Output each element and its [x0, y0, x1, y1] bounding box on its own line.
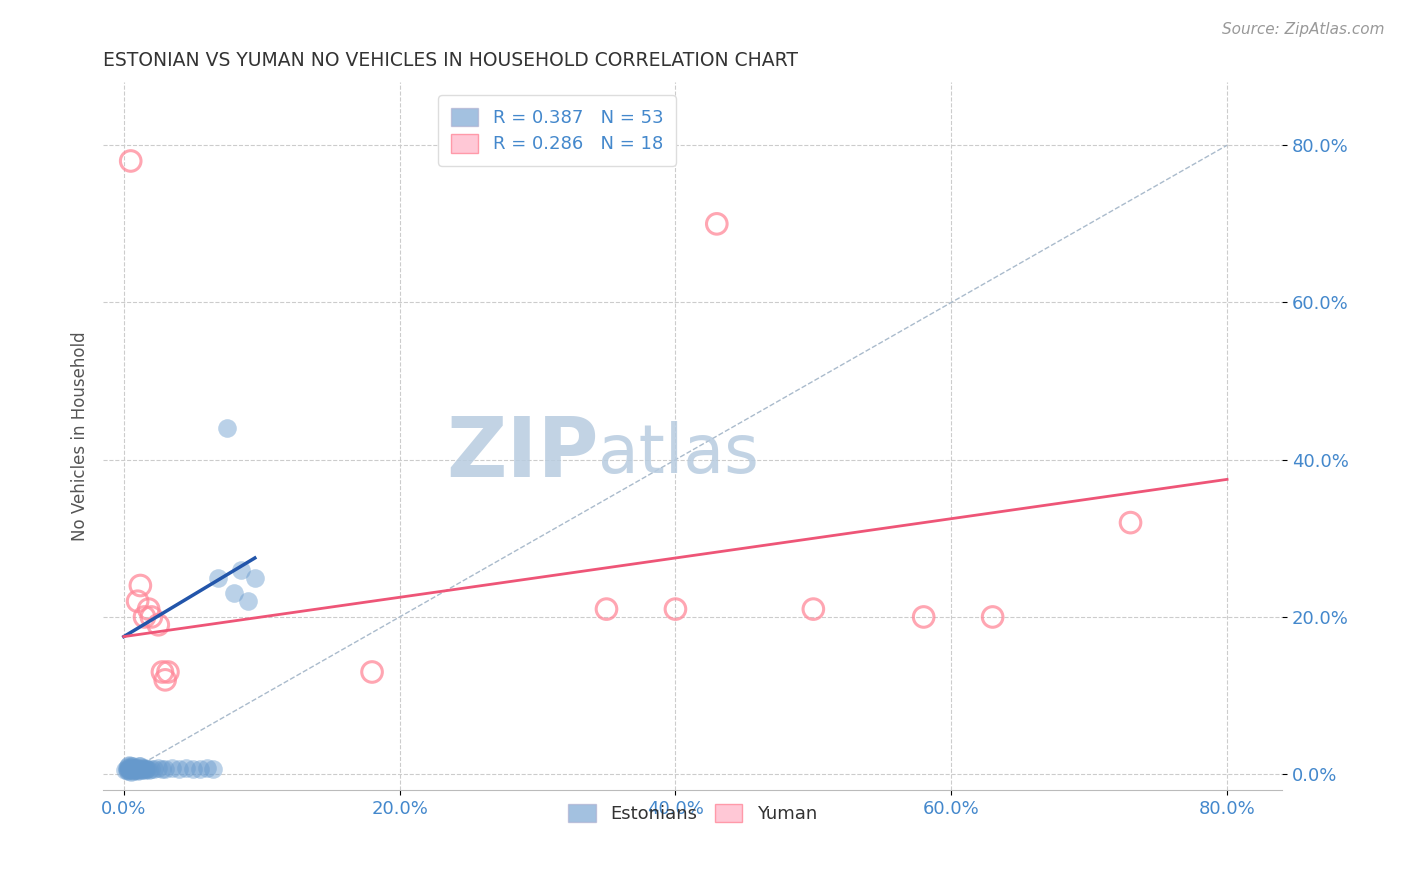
- Point: [117, 759, 139, 773]
- Point: [243, 571, 266, 585]
- Point: [134, 764, 156, 778]
- Text: ESTONIAN VS YUMAN NO VEHICLES IN HOUSEHOLD CORRELATION CHART: ESTONIAN VS YUMAN NO VEHICLES IN HOUSEHO…: [103, 51, 799, 70]
- Point: [152, 665, 174, 679]
- Point: [912, 610, 935, 624]
- Point: [115, 761, 138, 775]
- Point: [115, 764, 138, 778]
- Point: [114, 764, 136, 778]
- Point: [706, 217, 728, 231]
- Point: [129, 578, 152, 592]
- Point: [224, 586, 246, 600]
- Point: [122, 764, 145, 778]
- Point: [134, 610, 156, 624]
- Point: [138, 602, 160, 616]
- Point: [195, 761, 218, 775]
- Point: [131, 764, 153, 778]
- Point: [117, 764, 139, 778]
- Point: [118, 764, 141, 778]
- Point: [135, 763, 157, 777]
- Point: [801, 602, 824, 616]
- Point: [174, 761, 197, 775]
- Point: [129, 763, 152, 777]
- Point: [120, 764, 142, 779]
- Point: [121, 764, 143, 778]
- Point: [122, 762, 145, 776]
- Point: [127, 761, 149, 775]
- Point: [981, 610, 1004, 624]
- Point: [134, 761, 156, 775]
- Point: [160, 761, 183, 775]
- Point: [153, 762, 176, 776]
- Point: [207, 571, 229, 585]
- Point: [124, 764, 146, 778]
- Point: [148, 761, 170, 775]
- Point: [120, 759, 142, 773]
- Point: [181, 762, 204, 776]
- Point: [148, 617, 170, 632]
- Point: [125, 762, 148, 776]
- Point: [136, 762, 159, 776]
- Point: [127, 764, 149, 778]
- Point: [128, 759, 150, 773]
- Point: [122, 759, 145, 773]
- Point: [117, 763, 139, 777]
- Point: [153, 673, 176, 687]
- Point: [143, 763, 166, 777]
- Point: [118, 757, 141, 772]
- Text: atlas: atlas: [599, 421, 759, 487]
- Point: [152, 763, 174, 777]
- Point: [125, 764, 148, 778]
- Point: [217, 421, 239, 435]
- Point: [124, 761, 146, 775]
- Legend: Estonians, Yuman: Estonians, Yuman: [558, 793, 828, 834]
- Point: [664, 602, 686, 616]
- Text: Source: ZipAtlas.com: Source: ZipAtlas.com: [1222, 22, 1385, 37]
- Y-axis label: No Vehicles in Household: No Vehicles in Household: [72, 331, 89, 541]
- Point: [188, 763, 211, 777]
- Point: [595, 602, 617, 616]
- Point: [361, 665, 384, 679]
- Point: [131, 761, 153, 775]
- Point: [121, 761, 143, 775]
- Point: [1119, 516, 1142, 530]
- Point: [120, 153, 142, 168]
- Point: [138, 764, 160, 778]
- Point: [118, 761, 141, 775]
- Point: [167, 762, 190, 776]
- Point: [127, 594, 149, 608]
- Point: [120, 763, 142, 777]
- Text: ZIP: ZIP: [446, 413, 599, 494]
- Point: [229, 563, 252, 577]
- Point: [141, 610, 163, 624]
- Point: [129, 759, 152, 773]
- Point: [141, 762, 163, 776]
- Point: [128, 764, 150, 778]
- Point: [156, 665, 179, 679]
- Point: [132, 763, 155, 777]
- Point: [202, 762, 225, 776]
- Point: [236, 594, 259, 608]
